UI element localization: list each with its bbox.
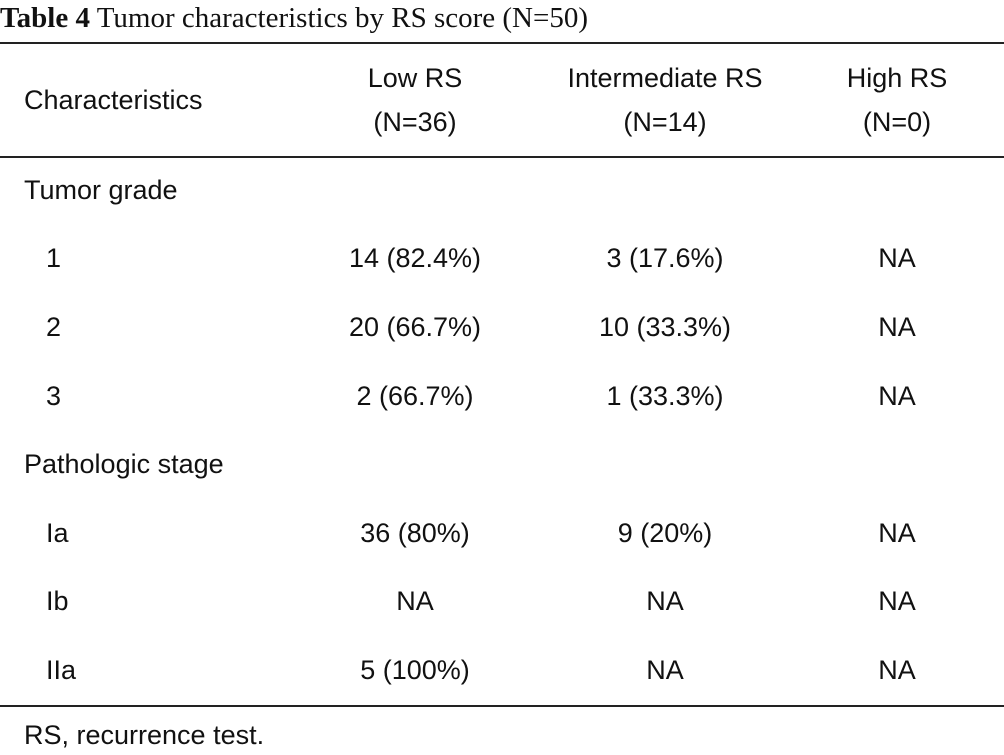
table-row: IIa 5 (100%) NA NA (0, 636, 1004, 705)
cell-intermediate: 10 (33.3%) (598, 311, 732, 342)
cell-intermediate: 3 (17.6%) (606, 243, 724, 274)
header-high-rs: High RS (N=0) (790, 44, 1004, 156)
cell-low (290, 156, 540, 225)
header-high-rs-line1: High RS (846, 63, 948, 93)
cell-intermediate (540, 156, 790, 225)
row-label: Ia (46, 517, 69, 548)
bottom-rule (0, 705, 1004, 707)
cell-low (290, 430, 540, 499)
cell-high: NA (878, 311, 916, 342)
cell-high: NA (878, 586, 916, 617)
table-row: 1 14 (82.4%) 3 (17.6%) NA (0, 225, 1004, 294)
header-intermediate-rs-line2: (N=14) (623, 107, 707, 137)
header-low-rs-line2: (N=36) (373, 107, 457, 137)
cell-low: 14 (82.4%) (348, 243, 482, 274)
table-caption: Table 4 Tumor characteristics by RS scor… (0, 0, 588, 40)
cell-low: NA (396, 586, 434, 617)
row-label: Tumor grade (24, 174, 178, 205)
results-table: Characteristics Low RS (N=36) Intermedia… (0, 44, 1004, 705)
cell-low: 36 (80%) (360, 517, 470, 548)
cell-intermediate: NA (646, 654, 684, 685)
row-label: IIa (46, 654, 77, 685)
table-caption-text: Tumor characteristics by RS score (N=50) (96, 2, 589, 34)
table-caption-label: Table 4 (0, 2, 90, 34)
cell-high: NA (878, 380, 916, 411)
table-row: Ib NA NA NA (0, 568, 1004, 637)
cell-high: NA (878, 654, 916, 685)
cell-intermediate: 1 (33.3%) (606, 380, 724, 411)
table-row: Ia 36 (80%) 9 (20%) NA (0, 499, 1004, 568)
table-row: Tumor grade (0, 156, 1004, 225)
cell-low: 2 (66.7%) (356, 380, 474, 411)
cell-intermediate (540, 430, 790, 499)
table-footnote: RS, recurrence test. (24, 720, 265, 750)
cell-high (790, 430, 1004, 499)
header-rule (0, 156, 1004, 158)
header-low-rs: Low RS (N=36) (290, 44, 540, 156)
cell-intermediate: 9 (20%) (617, 517, 713, 548)
table-row: 2 20 (66.7%) 10 (33.3%) NA (0, 293, 1004, 362)
top-rule (0, 42, 1004, 44)
cell-low: 5 (100%) (360, 654, 470, 685)
row-label: Ib (46, 586, 69, 617)
cell-intermediate: NA (646, 586, 684, 617)
header-intermediate-rs: Intermediate RS (N=14) (540, 44, 790, 156)
header-row: Characteristics Low RS (N=36) Intermedia… (0, 44, 1004, 156)
row-label: 2 (46, 311, 62, 342)
cell-low: 20 (66.7%) (348, 311, 482, 342)
header-high-rs-line2: (N=0) (862, 107, 932, 137)
cell-high: NA (878, 243, 916, 274)
header-intermediate-rs-line1: Intermediate RS (567, 63, 763, 93)
table-row: Pathologic stage (0, 430, 1004, 499)
cell-high: NA (878, 517, 916, 548)
row-label: 3 (46, 380, 62, 411)
header-characteristics: Characteristics (24, 85, 203, 115)
cell-high (790, 156, 1004, 225)
row-label: 1 (46, 243, 62, 274)
row-label: Pathologic stage (24, 449, 224, 480)
header-low-rs-line1: Low RS (367, 63, 463, 93)
table-row: 3 2 (66.7%) 1 (33.3%) NA (0, 362, 1004, 431)
